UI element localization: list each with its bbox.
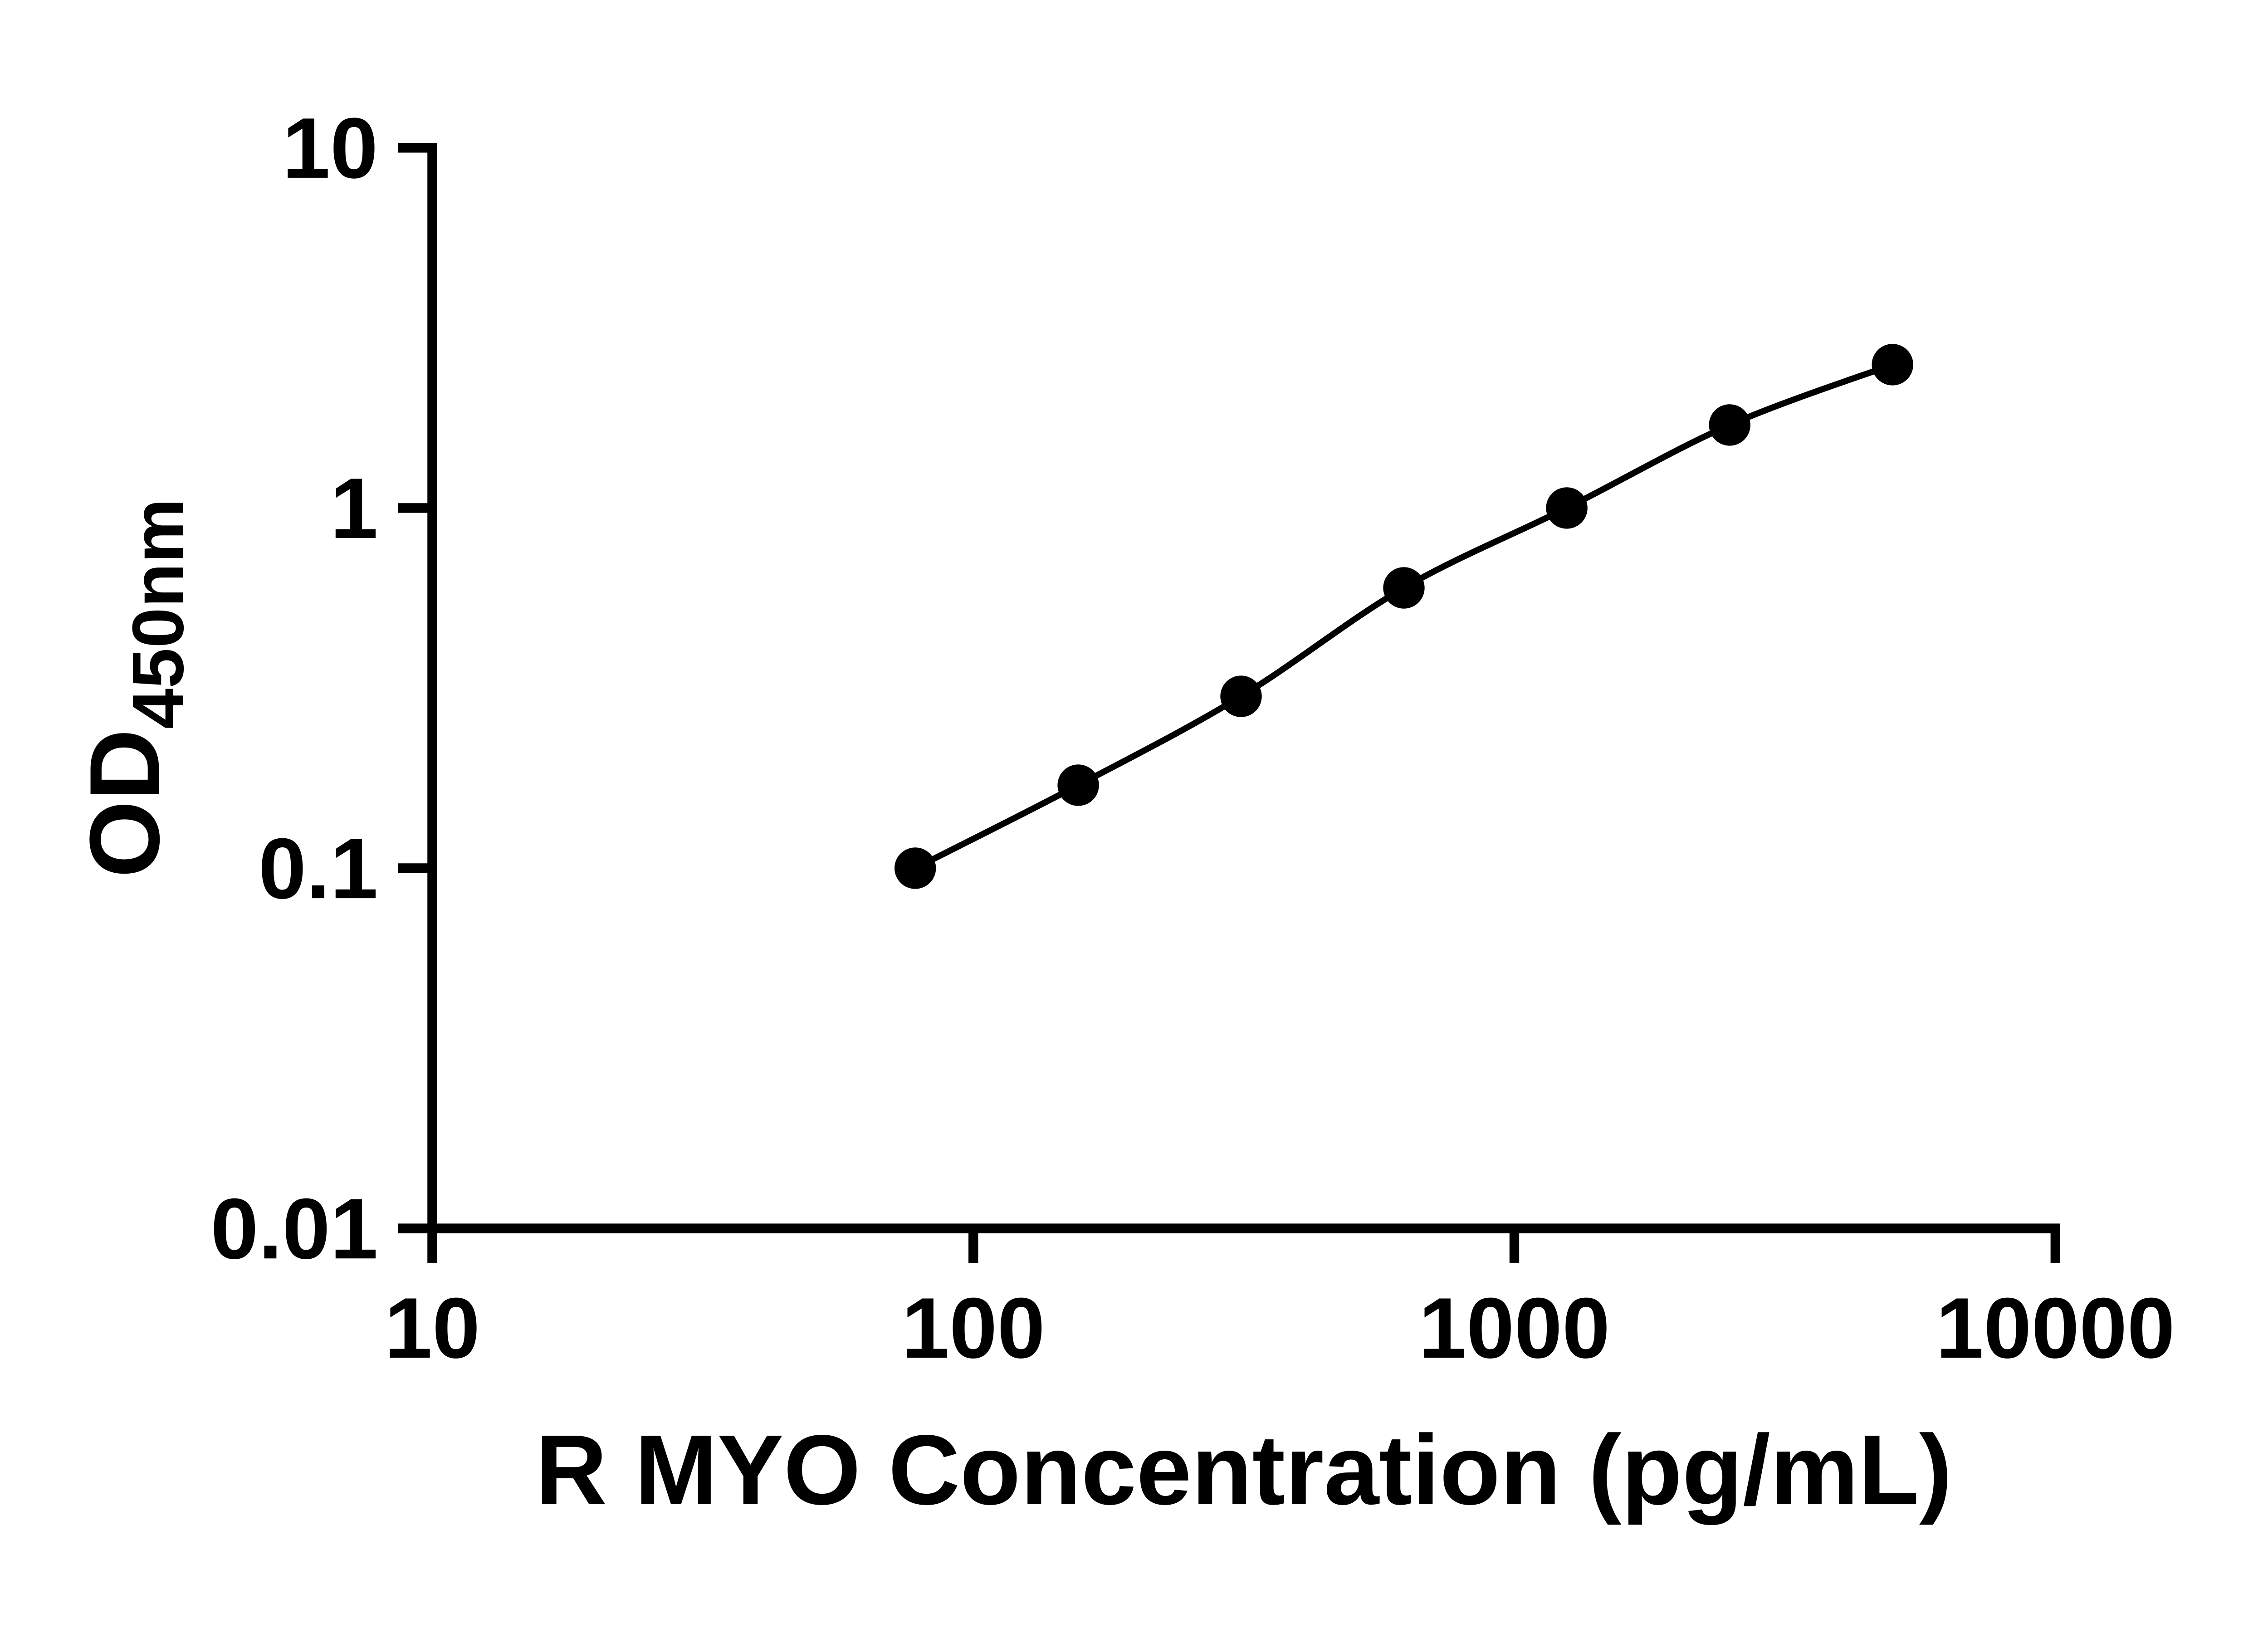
data-point	[1872, 344, 1913, 386]
x-tick-label: 100	[902, 1280, 1045, 1376]
x-tick-label: 10	[384, 1280, 480, 1376]
y-tick-label: 0.1	[259, 821, 378, 917]
data-point	[1220, 675, 1262, 717]
x-tick-label: 10000	[1936, 1280, 2175, 1376]
elisa-standard-curve-chart: 10 100 1000 10000 0.01 0.1 1 10 R MYO Concentra…	[69, 100, 2175, 1525]
y-tick-label: 10	[282, 100, 378, 196]
data-point	[894, 847, 936, 889]
data-point	[1383, 567, 1425, 609]
data-point	[1546, 487, 1588, 529]
data-series	[894, 344, 1913, 889]
x-tick-label: 1000	[1419, 1280, 1610, 1376]
data-point	[1057, 764, 1099, 806]
y-axis-title-main: OD	[69, 729, 180, 878]
x-axis-title: R MYO Concentration (pg/mL)	[535, 1415, 1952, 1525]
y-tick-label: 0.01	[210, 1181, 378, 1277]
axis-ticks: 10 100 1000 10000 0.01 0.1 1 10	[210, 100, 2175, 1376]
standard-curve-plot: 10 100 1000 10000 0.01 0.1 1 10 R MYO Concentra…	[69, 100, 2175, 1525]
data-point	[1709, 404, 1750, 446]
y-tick-label: 1	[330, 460, 378, 557]
y-axis-title: OD450nm	[69, 499, 198, 878]
axes	[427, 143, 2061, 1233]
y-axis-title-subscript: 450nm	[117, 499, 199, 729]
